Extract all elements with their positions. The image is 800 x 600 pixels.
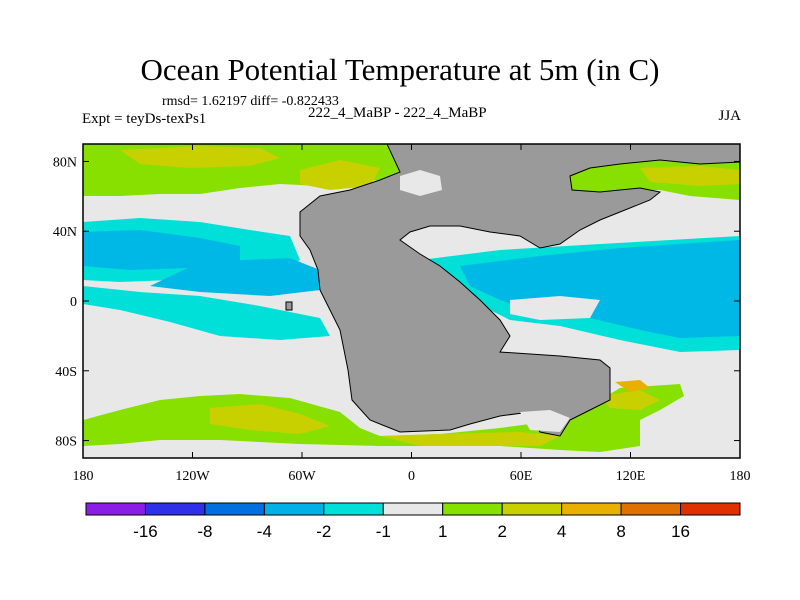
lat-tick-label: 40S <box>55 365 77 380</box>
colorbar-label: -2 <box>316 522 331 541</box>
colorbar-swatch <box>620 502 682 516</box>
lat-tick-label: 80S <box>55 435 77 450</box>
lon-tick-label: 60W <box>288 469 316 484</box>
lat-tick-label: 0 <box>70 295 77 310</box>
land-island <box>285 301 293 311</box>
latitude-ticks: 80N 40N 0 40S 80S <box>53 155 740 450</box>
south-warm-hotspot <box>615 380 650 392</box>
lon-tick-label: 60E <box>510 469 533 484</box>
north-warm-patch-3 <box>640 166 740 186</box>
lon-tick-label: 180 <box>73 469 94 484</box>
north-deep-cool <box>83 230 240 270</box>
colorbar-swatch <box>323 502 384 516</box>
south-cool-band <box>83 286 330 340</box>
colorbar-label: 2 <box>497 522 506 541</box>
inland-sea <box>400 170 442 196</box>
south-warm-core-2 <box>380 432 560 446</box>
east-deep-cool <box>460 240 740 338</box>
colorbar-label: -4 <box>257 522 272 541</box>
central-cool-strip <box>150 258 320 296</box>
map-title: Ocean Potential Temperature at 5m (in C) <box>140 52 660 87</box>
lat-tick-label: 40N <box>53 225 77 240</box>
longitude-ticks: 180 120W 60W 0 60E 120E 180 <box>73 144 751 484</box>
colorbar-label: 16 <box>671 522 690 541</box>
colorbar-label: -16 <box>133 522 158 541</box>
colorbar-swatch <box>561 502 622 516</box>
south-warm-core-3 <box>600 390 660 410</box>
stats-label: rmsd= 1.62197 diff= -0.822433 <box>162 94 339 109</box>
colorbar-label: 1 <box>438 522 447 541</box>
colorbar-swatch <box>85 502 146 516</box>
north-warm-patch-1 <box>120 146 280 168</box>
colorbar-label: 8 <box>616 522 625 541</box>
colorbar-swatch <box>144 502 206 516</box>
map-field <box>83 144 740 458</box>
colorbar-swatch <box>382 502 444 516</box>
land-northern-continent <box>299 144 740 437</box>
east-neutral-patch <box>510 296 600 320</box>
south-warm-core-1 <box>210 404 330 434</box>
north-warm-patch-2 <box>300 160 380 190</box>
lat-tick-label: 80N <box>53 155 77 170</box>
colorbar-swatch <box>501 502 563 516</box>
colorbar-swatch <box>680 502 741 516</box>
colorbar-label: -1 <box>376 522 391 541</box>
experiment-label: Expt = teyDs-texPs1 <box>82 111 207 127</box>
colorbar-label: -8 <box>197 522 212 541</box>
colorbar-swatch <box>204 502 265 516</box>
lon-tick-label: 0 <box>408 469 415 484</box>
colorbar-swatch <box>263 502 325 516</box>
southern-land-spur <box>520 410 570 432</box>
colorbar-label: 4 <box>557 522 566 541</box>
season-label: JJA <box>718 108 741 124</box>
colorbar: -16 -8 -4 -2 -1 1 2 4 8 16 <box>85 502 741 541</box>
lon-tick-label: 180 <box>730 469 751 484</box>
lon-tick-label: 120W <box>175 469 210 484</box>
lon-tick-label: 120E <box>616 469 646 484</box>
colorbar-swatch <box>442 502 503 516</box>
comparison-label: 222_4_MaBP - 222_4_MaBP <box>308 105 487 121</box>
